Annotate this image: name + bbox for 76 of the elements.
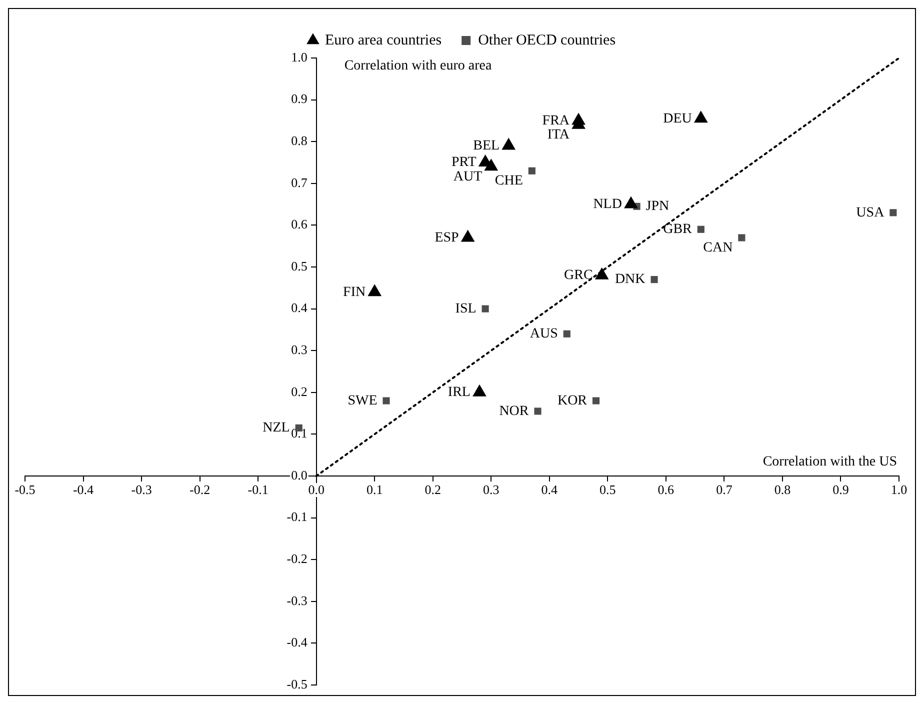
- annotation: GRC: [564, 268, 593, 284]
- x-tick-label: 0.4: [541, 482, 558, 497]
- y-tick-label: 0.4: [291, 300, 308, 316]
- point: [694, 111, 708, 123]
- annotation: NOR: [499, 404, 530, 419]
- point: [461, 230, 474, 242]
- annotation: CAN: [703, 240, 733, 256]
- point: [528, 167, 536, 174]
- point: [368, 284, 382, 296]
- point: [502, 138, 516, 150]
- annotation: AUS: [530, 326, 558, 342]
- y-tick-label: 0.6: [291, 216, 308, 232]
- annotation: PRT: [451, 155, 477, 170]
- y-tick-label: 1.0: [291, 49, 308, 64]
- point: [890, 209, 897, 216]
- annotation: JPN: [646, 199, 670, 214]
- annotation: NZL: [262, 420, 290, 436]
- x-tick-label: -0.5: [14, 482, 36, 497]
- x-axis-title: Correlation with the US: [762, 454, 897, 470]
- annotation: USA: [856, 205, 886, 220]
- y-tick-label: -0.4: [286, 634, 308, 650]
- y-tick-label: 0.3: [291, 342, 308, 358]
- y-axis-title: Correlation with euro area: [344, 58, 492, 74]
- annotation: BEL: [473, 138, 500, 154]
- x-tick-label: 0.2: [424, 482, 441, 497]
- annotation: FIN: [343, 284, 366, 300]
- annotation: DNK: [614, 272, 646, 288]
- x-tick-label: -0.2: [190, 482, 210, 497]
- x-tick-label: 0.9: [832, 482, 849, 497]
- annotation: ISL: [455, 301, 476, 316]
- y-tick-label: 0.9: [291, 91, 308, 106]
- y-tick-label: -0.3: [286, 592, 308, 608]
- point: [382, 397, 390, 404]
- point: [534, 408, 542, 415]
- y-tick-label: 0.5: [291, 258, 308, 274]
- y-tick-label: 0.8: [291, 133, 308, 148]
- y-tick-label: -0.5: [286, 676, 308, 692]
- point: [592, 397, 600, 404]
- annotation: KOR: [557, 393, 588, 408]
- annotation: AUT: [453, 169, 483, 184]
- point: [697, 226, 704, 233]
- x-tick-label: 0.7: [716, 482, 733, 497]
- y-tick-label: 0.0: [291, 467, 308, 482]
- x-tick-label: 0.3: [483, 482, 500, 497]
- x-tick-label: 0.6: [658, 482, 675, 497]
- x-tick-label: 1.0: [890, 482, 908, 497]
- y-tick-label: 0.1: [291, 426, 308, 441]
- annotation: CHE: [494, 174, 523, 189]
- x-tick-label: -0.3: [131, 482, 152, 497]
- x-tick-label: 0.1: [366, 482, 383, 497]
- point: [650, 276, 658, 284]
- point: [482, 305, 489, 312]
- legend-label: Euro area countries: [324, 32, 442, 48]
- annotation: ESP: [434, 230, 460, 246]
- x-tick-label: 0.0: [308, 482, 324, 497]
- x-tick-label: 0.5: [600, 482, 616, 497]
- annotation: GBR: [663, 222, 693, 238]
- annotation: DEU: [663, 111, 692, 126]
- y-tick-label: 0.2: [291, 384, 308, 399]
- annotation: NLD: [593, 196, 622, 212]
- point: [738, 234, 746, 242]
- annotation: ITA: [547, 128, 570, 143]
- x-tick-label: -0.4: [72, 482, 94, 497]
- annotation: SWE: [348, 393, 378, 408]
- point: [484, 159, 498, 171]
- y-tick-label: 0.7: [291, 174, 308, 190]
- point: [624, 196, 638, 208]
- x-tick-label: -0.1: [248, 482, 268, 497]
- x-tick-label: 0.8: [774, 482, 791, 497]
- annotation: IRL: [448, 385, 470, 400]
- y-tick-label: -0.2: [286, 551, 308, 566]
- annotation: FRA: [542, 113, 570, 128]
- point: [595, 268, 608, 280]
- y-tick-label: -0.1: [286, 509, 308, 524]
- legend-label: Other OECD countries: [478, 32, 616, 48]
- point: [563, 330, 570, 338]
